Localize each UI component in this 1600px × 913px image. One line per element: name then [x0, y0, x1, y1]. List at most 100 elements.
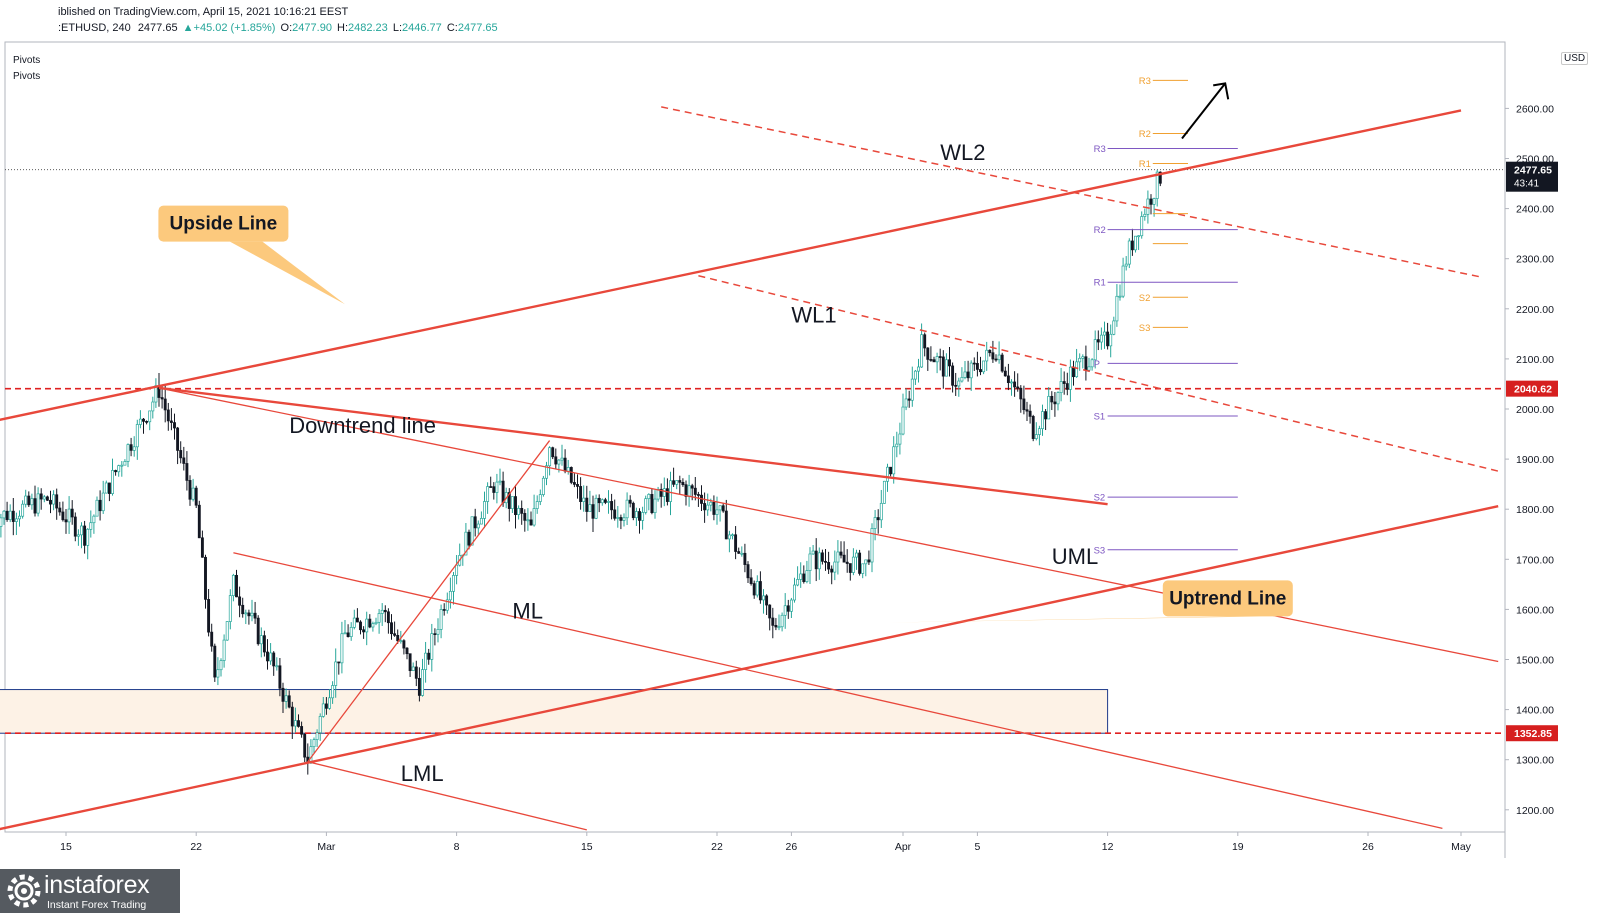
candle-body	[600, 499, 604, 504]
candle-body	[858, 552, 862, 574]
candle-body	[163, 398, 167, 411]
candle-body	[1130, 240, 1134, 251]
price-tag-label: 2040.62	[1514, 384, 1552, 396]
y-tick-label: 2100.00	[1516, 354, 1554, 366]
candle-body	[436, 629, 440, 635]
candle-body	[188, 480, 192, 500]
open-label: O:	[280, 22, 293, 34]
candle-body	[1078, 357, 1082, 363]
candle-body	[594, 497, 598, 519]
candle-body	[1075, 361, 1079, 378]
candle-body	[569, 467, 573, 483]
candle-body	[328, 697, 331, 709]
candle-body	[917, 366, 920, 372]
candle-body	[427, 652, 431, 660]
candle-body	[551, 447, 555, 458]
candle-body	[1034, 434, 1038, 439]
candle-body	[799, 573, 803, 580]
candle-body	[111, 470, 114, 494]
pivot-weekly-label: R1	[1094, 278, 1106, 289]
candle-body	[390, 622, 393, 635]
support-zone	[0, 689, 1109, 734]
candle-body	[1028, 410, 1032, 417]
candle-body	[926, 347, 930, 360]
candle-body	[1158, 171, 1162, 184]
symbol-interval[interactable]: :ETHUSD, 240	[58, 22, 131, 34]
candle-body	[278, 665, 282, 689]
candle-body	[749, 577, 753, 584]
candle-body	[737, 551, 741, 554]
price-tag-bg	[1506, 725, 1558, 742]
candle-body	[616, 517, 620, 519]
pivot-daily-label: R2	[1139, 129, 1151, 140]
candle-body	[95, 499, 99, 517]
candle-body	[362, 629, 366, 633]
candle-body	[374, 621, 378, 625]
candle-body	[266, 651, 269, 662]
indicator-label-pivots-2[interactable]: Pivots	[13, 71, 40, 82]
candle-body	[21, 503, 25, 517]
candle-body	[507, 492, 511, 509]
annotation-uml: UML	[1052, 544, 1098, 569]
candle-body	[780, 614, 784, 628]
candle-body	[1140, 216, 1144, 237]
candle-body	[656, 488, 660, 500]
candle-body	[210, 631, 214, 647]
annotation-wl1: WL1	[791, 302, 836, 327]
candle-body	[470, 516, 474, 546]
candle-body	[287, 695, 291, 708]
candle-body	[721, 505, 725, 512]
candle-body	[975, 363, 979, 370]
candle-body	[678, 480, 682, 483]
candle-body	[827, 562, 831, 570]
candle-body	[634, 511, 638, 519]
currency-badge[interactable]: USD	[1561, 52, 1589, 65]
candle-body	[653, 498, 657, 514]
candle-body	[148, 410, 152, 423]
candle-body	[774, 625, 778, 628]
candle-body	[935, 356, 939, 363]
y-tick-label: 2400.00	[1516, 204, 1554, 216]
label-box-text: Uptrend Line	[1169, 588, 1286, 609]
candle-body	[191, 487, 195, 500]
time-axis[interactable]: 15 22 Mar 8 15 22 26 Apr 5 12 19 26 May	[60, 832, 1472, 853]
candle-body	[464, 531, 468, 556]
candle-body	[424, 652, 428, 670]
candle-body	[380, 609, 384, 614]
candle-body	[672, 480, 676, 485]
candle-body	[421, 669, 424, 696]
candle-body	[1022, 398, 1026, 411]
candle-body	[650, 494, 654, 514]
candle-body	[709, 501, 713, 506]
candle-body	[42, 496, 46, 500]
candle-body	[1047, 395, 1051, 420]
support-zone-layer	[0, 169, 1505, 735]
x-tick-label: 5	[974, 841, 980, 853]
candle-body	[408, 653, 412, 671]
candle-body	[371, 623, 375, 628]
candle-body	[386, 611, 390, 624]
candle-body	[324, 703, 328, 709]
x-tick-label: 8	[454, 841, 460, 853]
candle-body	[1143, 213, 1147, 217]
candle-body	[545, 465, 548, 479]
pivot-weekly-label: S2	[1094, 493, 1106, 504]
candle-body	[377, 613, 381, 623]
candle-body	[1096, 339, 1100, 343]
annotation-wl2: WL2	[940, 140, 985, 165]
candle-body	[520, 507, 524, 514]
candle-body	[985, 349, 989, 362]
indicator-label-pivots[interactable]: Pivots	[13, 55, 40, 66]
candle-body	[414, 666, 418, 679]
candle-body	[793, 584, 796, 601]
candle-body	[526, 519, 530, 522]
candle-body	[641, 512, 645, 521]
candle-body	[1065, 383, 1069, 390]
y-tick-label: 2200.00	[1516, 304, 1554, 316]
candle-body	[929, 359, 933, 361]
price-change: ▲+45.02 (+1.85%)	[182, 22, 276, 34]
close-value: 2477.65	[457, 22, 498, 34]
price-axis[interactable]: 1200.00 1300.00 1400.00 1500.00 1600.00 1700.…	[1505, 103, 1558, 817]
candle-body	[771, 617, 775, 626]
